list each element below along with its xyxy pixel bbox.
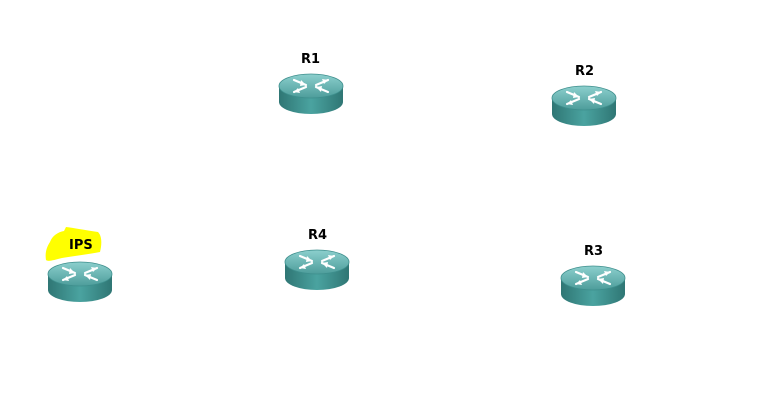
router-icon [550, 82, 618, 128]
router-label: IPS [69, 238, 93, 253]
router-label: R4 [308, 228, 328, 243]
router-label: R3 [584, 244, 604, 259]
router-icon [559, 262, 627, 308]
router-label: R1 [301, 52, 321, 67]
router-icon [277, 70, 345, 116]
router-icon [46, 258, 114, 304]
router-label: R2 [575, 64, 595, 79]
router-icon [283, 246, 351, 292]
label-highlight [45, 227, 102, 261]
